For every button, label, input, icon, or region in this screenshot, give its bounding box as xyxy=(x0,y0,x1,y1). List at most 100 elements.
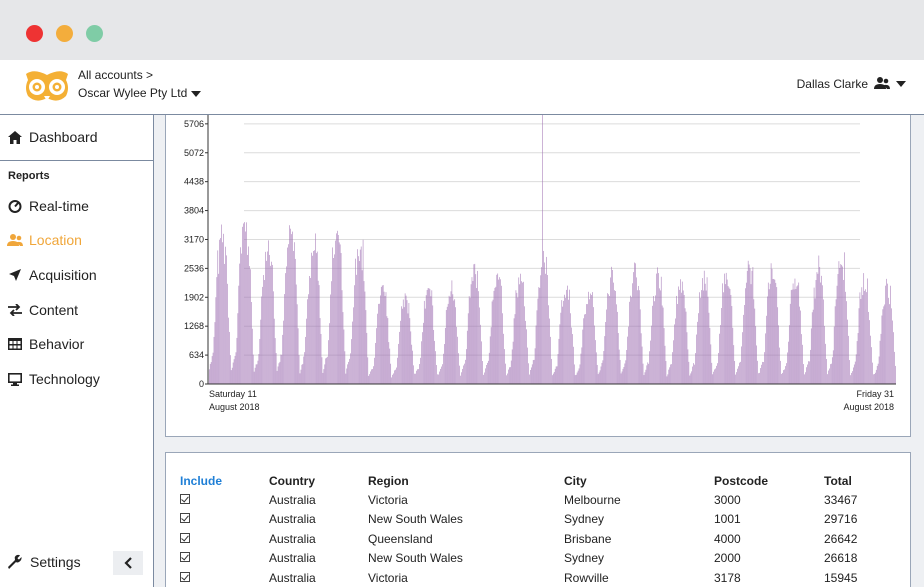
chart-bar xyxy=(320,333,322,384)
chart-bar xyxy=(695,353,696,384)
sidebar-item-behavior[interactable]: Behavior xyxy=(0,329,153,359)
chart-bar xyxy=(253,371,255,384)
chart-bar xyxy=(736,372,737,384)
y-tick-label: 1902 xyxy=(184,292,204,302)
chart-bar xyxy=(259,338,261,384)
sidebar-item-label: Settings xyxy=(30,554,81,570)
chart-bar xyxy=(534,348,536,384)
chart-bar xyxy=(754,308,756,384)
chart-bar xyxy=(849,360,850,384)
chart-bar xyxy=(212,352,214,384)
chart-bar xyxy=(221,224,222,384)
chart-bar xyxy=(780,360,781,384)
chart-bar xyxy=(588,291,589,384)
chart-bar xyxy=(787,352,788,384)
include-checkbox[interactable] xyxy=(180,513,190,524)
sidebar-item-technology[interactable]: Technology xyxy=(0,364,153,394)
chart-bar xyxy=(531,364,533,384)
chart-bar xyxy=(262,286,263,384)
sidebar-item-content[interactable]: Content xyxy=(0,295,153,325)
column-header-postcode[interactable]: Postcode xyxy=(714,473,769,488)
table-header-row: Include Country Region City Postcode Tot… xyxy=(180,471,894,490)
chart-bar xyxy=(724,273,725,384)
chart-bar xyxy=(628,326,629,384)
chart-bar xyxy=(516,292,518,384)
chart-bar xyxy=(392,374,393,384)
include-checkbox[interactable] xyxy=(180,532,190,543)
chart-bar xyxy=(282,334,284,384)
chart-bar xyxy=(827,374,828,384)
column-header-country[interactable]: Country xyxy=(269,473,315,488)
chart-bar xyxy=(591,294,592,384)
sidebar-item-dashboard[interactable]: Dashboard xyxy=(0,122,153,152)
chart-bar xyxy=(823,299,824,384)
chart-bar xyxy=(745,288,746,384)
include-checkbox[interactable] xyxy=(180,571,190,582)
chart-bar xyxy=(304,352,306,384)
close-window-button[interactable] xyxy=(26,25,43,42)
chart-bar xyxy=(607,293,608,384)
user-menu-chevron-icon[interactable] xyxy=(896,81,906,87)
chart-bar xyxy=(503,333,504,384)
chevron-left-icon xyxy=(124,557,132,569)
chart-bar xyxy=(870,335,871,384)
sidebar-item-label: Dashboard xyxy=(29,129,98,145)
chart-bar xyxy=(424,308,426,384)
collapse-sidebar-button[interactable] xyxy=(113,551,143,575)
chart-bar xyxy=(805,372,806,384)
chart-bar xyxy=(738,366,739,384)
sidebar-item-settings[interactable]: Settings xyxy=(0,545,153,579)
chart-bar xyxy=(428,288,430,384)
owl-logo-icon[interactable] xyxy=(22,66,72,106)
chart-bar xyxy=(376,328,377,384)
chart-bar xyxy=(215,297,217,384)
chart-bar xyxy=(570,313,571,384)
chart-bar xyxy=(315,253,317,384)
chart-bar xyxy=(572,334,573,384)
account-selector[interactable]: Oscar Wylee Pty Ltd xyxy=(78,86,202,100)
column-header-region[interactable]: Region xyxy=(368,473,409,488)
include-checkbox[interactable] xyxy=(180,493,190,504)
country-cell: Australia xyxy=(269,492,316,507)
sidebar-item-acquisition[interactable]: Acquisition xyxy=(0,260,153,290)
chart-bar xyxy=(895,365,896,384)
chart-bar xyxy=(536,310,538,384)
chart-bar xyxy=(507,373,508,384)
chart-bar xyxy=(647,362,649,384)
maximize-window-button[interactable] xyxy=(86,25,103,42)
chart-bar xyxy=(720,325,721,384)
chart-bar xyxy=(284,294,285,384)
chart-bar xyxy=(894,351,895,384)
chart-bar xyxy=(315,233,316,384)
column-header-include[interactable]: Include xyxy=(180,473,223,488)
chart-bar xyxy=(559,324,561,384)
chart-bar xyxy=(659,290,661,384)
chart-bar xyxy=(486,364,487,384)
chart-bar xyxy=(848,335,849,384)
column-header-city[interactable]: City xyxy=(564,473,587,488)
breadcrumb[interactable]: All accounts > xyxy=(78,68,154,82)
sidebar-item-location[interactable]: Location xyxy=(0,225,153,255)
chart-bar xyxy=(357,249,358,384)
chart-bar xyxy=(518,277,520,384)
chart-bar xyxy=(403,307,405,384)
chart-bar xyxy=(384,296,386,384)
chart-bar xyxy=(272,291,274,384)
arrow-icon xyxy=(7,267,23,283)
sidebar: Dashboard Reports Real-time Location Acq… xyxy=(0,115,154,587)
chart-bar xyxy=(230,370,232,384)
chart-bar xyxy=(891,308,892,384)
include-checkbox[interactable] xyxy=(180,552,190,563)
chart-bar xyxy=(573,364,575,384)
chart-bar xyxy=(492,299,494,384)
sidebar-item-realtime[interactable]: Real-time xyxy=(0,191,153,221)
minimize-window-button[interactable] xyxy=(56,25,73,42)
chart-bar xyxy=(652,305,653,384)
column-header-total[interactable]: Total xyxy=(824,473,852,488)
user-name[interactable]: Dallas Clarke xyxy=(796,77,868,91)
chart-bar xyxy=(638,285,639,384)
chart-bar xyxy=(625,360,627,384)
chart-bar xyxy=(484,372,485,384)
user-group-icon[interactable] xyxy=(874,76,890,90)
chart-bar xyxy=(405,295,407,384)
